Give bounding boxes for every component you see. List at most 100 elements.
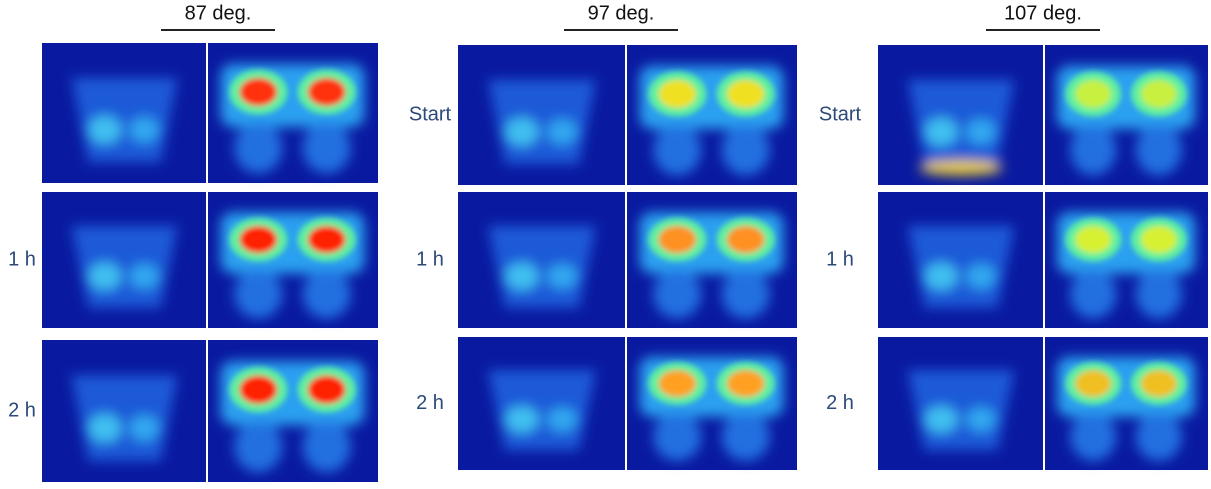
heat-blob xyxy=(924,262,958,290)
heatmap-right xyxy=(639,212,784,319)
heat-layer xyxy=(1065,362,1187,405)
heat-blob xyxy=(129,264,160,289)
heat-layer xyxy=(648,362,775,405)
heatmap-right xyxy=(639,66,784,176)
heatmap-pair xyxy=(458,45,797,185)
column-title: 87 deg. xyxy=(185,2,252,24)
heat-core xyxy=(1140,226,1177,254)
row-label: 1 h xyxy=(826,248,854,270)
heatmap-right xyxy=(220,212,365,319)
heat-core xyxy=(239,226,278,254)
heat-blob xyxy=(88,413,122,443)
heat-lobe xyxy=(1070,412,1117,461)
heat-layer xyxy=(229,366,356,413)
heat-layer xyxy=(229,69,356,115)
heat-blob xyxy=(129,117,160,143)
heatmap-left xyxy=(488,80,596,164)
row-label: 1 h xyxy=(8,248,36,270)
heat-region xyxy=(71,226,178,308)
heatmap-pair xyxy=(458,192,797,328)
heatmap-left xyxy=(71,78,178,162)
heat-region xyxy=(71,375,178,461)
heat-layer xyxy=(1065,217,1187,262)
heat-core xyxy=(1075,370,1112,397)
row-label: 2 h xyxy=(826,392,854,414)
heat-core xyxy=(658,226,697,254)
heat-core xyxy=(1075,226,1112,254)
heat-core xyxy=(658,80,697,108)
heat-lobe xyxy=(1135,124,1182,176)
heat-lobe xyxy=(234,269,283,319)
heat-blob xyxy=(919,161,1003,176)
heatmap-left xyxy=(71,226,178,308)
heat-region xyxy=(907,226,1015,308)
heat-core xyxy=(1140,80,1177,108)
heat-blob xyxy=(88,262,122,290)
heat-region xyxy=(488,226,596,308)
heat-core xyxy=(239,375,278,404)
heat-layer xyxy=(648,71,775,117)
heat-lobe xyxy=(302,269,351,319)
heat-blob xyxy=(965,407,996,432)
heat-core xyxy=(726,80,765,108)
heat-core xyxy=(307,78,346,106)
heat-lobe xyxy=(721,124,770,176)
heat-core xyxy=(307,226,346,254)
heatmap-pair xyxy=(42,340,378,482)
heat-layer xyxy=(648,217,775,262)
heat-lobe xyxy=(721,269,770,319)
heatmap-pair xyxy=(878,192,1208,328)
heat-blob xyxy=(129,415,160,441)
heat-region xyxy=(907,370,1015,451)
heat-region xyxy=(488,370,596,451)
heat-lobe xyxy=(721,412,770,461)
heat-lobe xyxy=(653,412,702,461)
heat-lobe xyxy=(1135,269,1182,319)
row-label: Start xyxy=(819,103,862,125)
row-label: Start xyxy=(409,103,452,125)
heatmap-right xyxy=(1057,212,1195,319)
heat-layer xyxy=(1065,71,1187,117)
heat-core xyxy=(239,78,278,106)
row-label: 2 h xyxy=(416,392,444,414)
heat-lobe xyxy=(234,420,283,473)
heat-lobe xyxy=(1070,124,1117,176)
heatmap-right xyxy=(639,356,784,461)
heat-region xyxy=(907,80,1015,164)
labels: 87 deg. 1 h 2 h 97 deg. Start 1 h 2 h 107 deg. S… xyxy=(8,2,1100,421)
heat-lobe xyxy=(653,269,702,319)
heat-core xyxy=(1140,370,1177,397)
heat-blob xyxy=(547,119,578,145)
heatmap-pair xyxy=(458,337,797,470)
heat-blob xyxy=(965,264,996,289)
heat-region xyxy=(488,80,596,164)
heat-blob xyxy=(88,115,122,144)
heat-core xyxy=(307,375,346,404)
heat-lobe xyxy=(1070,269,1117,319)
heatmap-left xyxy=(907,370,1015,451)
heat-region xyxy=(71,78,178,162)
heat-core xyxy=(1075,80,1112,108)
heat-core xyxy=(658,370,697,397)
heat-blob xyxy=(547,264,578,289)
panels xyxy=(42,43,1208,482)
column-title: 107 deg. xyxy=(1004,2,1082,24)
row-label: 1 h xyxy=(416,248,444,270)
heat-blob xyxy=(965,119,996,145)
heatmap-left xyxy=(488,370,596,451)
heat-layer xyxy=(229,217,356,262)
row-label: 2 h xyxy=(8,399,36,421)
heatmap-pair xyxy=(878,337,1208,470)
heat-lobe xyxy=(302,122,351,174)
heatmap-pair xyxy=(42,192,378,328)
heat-blob xyxy=(924,117,958,146)
heatmap-right xyxy=(220,361,365,473)
heat-blob xyxy=(547,407,578,432)
heatmap-left xyxy=(71,375,178,461)
heat-blob xyxy=(505,117,539,146)
column-title: 97 deg. xyxy=(588,2,655,24)
heat-lobe xyxy=(302,420,351,473)
heat-core xyxy=(726,226,765,254)
heatmap-left xyxy=(907,226,1015,308)
